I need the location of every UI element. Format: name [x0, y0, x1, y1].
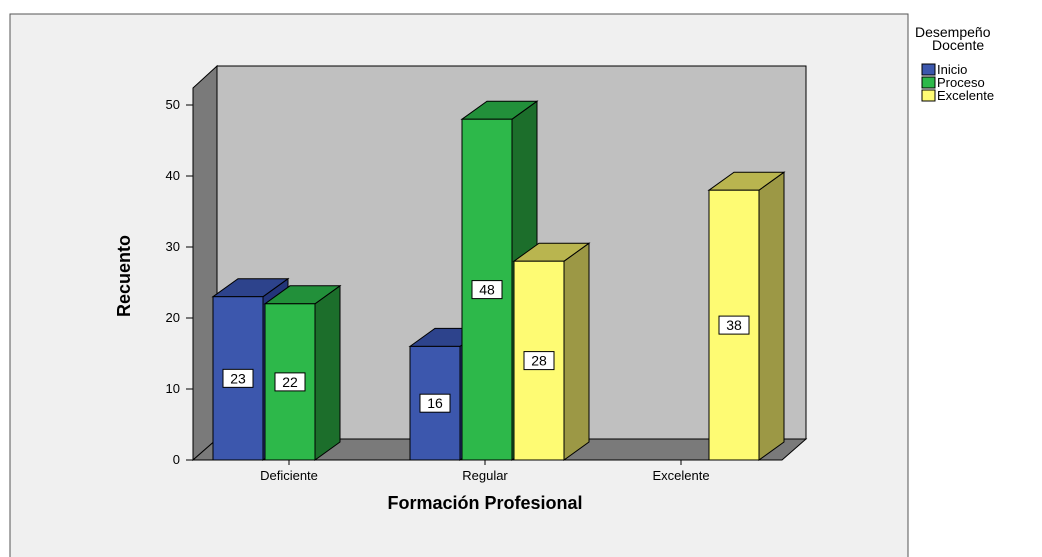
y-axis-ticks: 0 10 20 30 40 50	[166, 97, 193, 467]
legend-title-line2: Docente	[932, 37, 984, 53]
data-label-text: 38	[726, 317, 742, 333]
legend-swatch	[921, 76, 936, 89]
data-label: 38	[718, 315, 750, 335]
category-labels: Deficiente Regular Excelente	[260, 460, 710, 483]
legend-swatch	[921, 89, 936, 102]
data-label: 16	[419, 393, 451, 413]
x-tick-label: Regular	[462, 468, 508, 483]
data-label: 28	[523, 351, 555, 371]
data-label-box	[222, 368, 254, 388]
legend-title-line1: Desempeño	[915, 24, 991, 40]
bars-group	[211, 100, 786, 461]
x-tick-label: Excelente	[652, 468, 709, 483]
data-label: 22	[274, 372, 306, 392]
y-tick-label: 30	[166, 239, 180, 254]
bar-proceso-deficiente	[263, 284, 342, 461]
legend-label: Excelente	[937, 88, 994, 103]
bar-side	[563, 242, 590, 461]
data-label-text: 22	[282, 374, 298, 390]
data-label-box	[523, 351, 555, 371]
legend-label: Inicio	[937, 62, 967, 77]
data-label-box	[274, 372, 306, 392]
x-axis-title: Formación Profesional	[387, 493, 582, 513]
data-label: 48	[471, 280, 503, 300]
data-labels-group: 23 22 16 48 28 38	[222, 280, 750, 413]
y-axis-title: Recuento	[114, 235, 134, 317]
data-label-text: 16	[427, 395, 443, 411]
y-tick-label: 50	[166, 97, 180, 112]
data-label-box	[471, 280, 503, 300]
bar-side	[758, 171, 785, 461]
data-label-box	[718, 315, 750, 335]
legend-label: Proceso	[937, 75, 985, 90]
y-tick-label: 20	[166, 310, 180, 325]
bar-side	[314, 284, 341, 461]
data-label-text: 28	[531, 353, 547, 369]
data-label: 23	[222, 368, 254, 388]
data-label-text: 23	[230, 370, 246, 386]
y-tick-label: 40	[166, 168, 180, 183]
y-tick-label: 0	[173, 452, 180, 467]
x-tick-label: Deficiente	[260, 468, 318, 483]
data-label-text: 48	[479, 282, 495, 298]
legend-swatch	[921, 63, 936, 76]
bar-front	[264, 303, 316, 461]
y-tick-label: 10	[166, 381, 180, 396]
data-label-box	[419, 393, 451, 413]
